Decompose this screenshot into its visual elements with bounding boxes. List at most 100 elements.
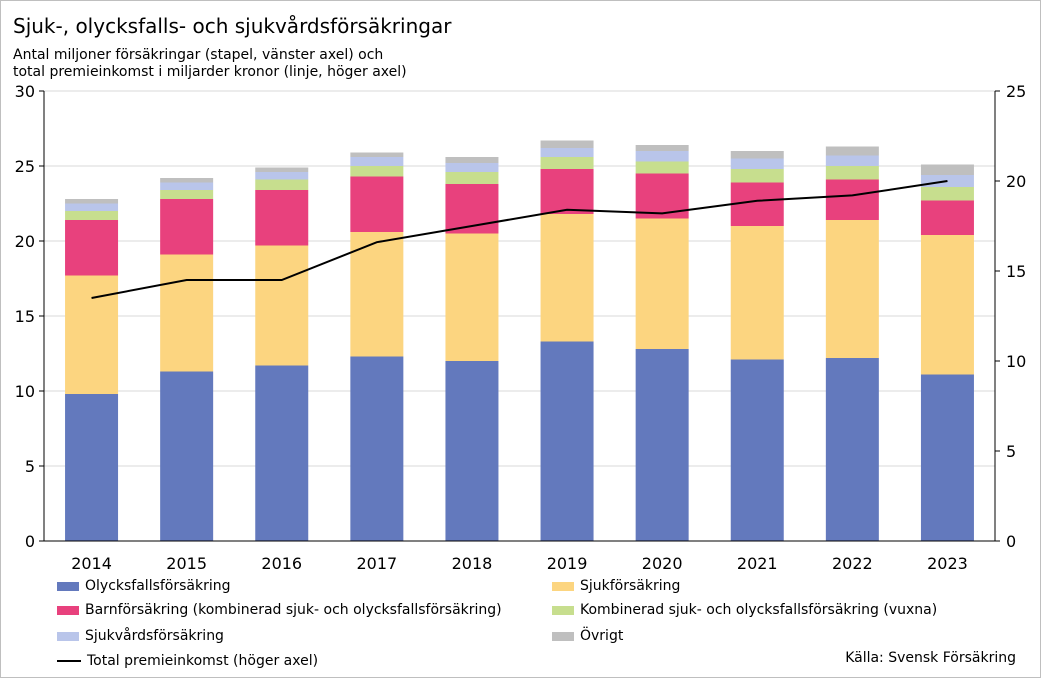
- y-left-tick-label: 0: [25, 532, 35, 551]
- source-note: Källa: Svensk Försäkring: [845, 650, 1016, 666]
- bar-segment: [350, 152, 404, 157]
- legend-swatch-olycksfall: [57, 581, 79, 591]
- bar-segment: [65, 394, 119, 541]
- legend-item-sjukvard: Sjukvårdsförsäkring: [57, 626, 224, 646]
- x-tick-label: 2018: [452, 554, 493, 573]
- bar-segment: [540, 140, 594, 148]
- legend-item-sjuk: Sjukförsäkring: [552, 576, 680, 596]
- bar-segment: [540, 169, 594, 214]
- legend-label-sjuk: Sjukförsäkring: [580, 578, 681, 594]
- bar-segment: [160, 254, 214, 372]
- y-left-tick-label: 5: [25, 457, 35, 476]
- x-tick-label: 2023: [927, 554, 968, 573]
- legend-item-kombinerad: Kombinerad sjuk- och olycksfallsförsäkri…: [552, 600, 937, 620]
- legend-item-olycksfall: Olycksfallsförsäkring: [57, 576, 231, 596]
- x-tick-label: 2015: [166, 554, 207, 573]
- bar-segment: [65, 220, 119, 276]
- bar-segment: [540, 157, 594, 169]
- bar-segment: [160, 182, 214, 190]
- y-right-tick-label: 15: [1006, 262, 1026, 281]
- premieinkomst-line: [91, 180, 948, 299]
- legend-swatch-barn: [57, 605, 79, 615]
- subtitle-line-2: total premieinkomst i miljarder kronor (…: [13, 64, 407, 80]
- bar-segment: [65, 211, 119, 220]
- bar-segment: [255, 167, 309, 172]
- legend-swatch-kombinerad: [552, 605, 574, 615]
- x-tick-label: 2022: [832, 554, 873, 573]
- bar-segment: [540, 214, 594, 342]
- legend-item-ovrigt: Övrigt: [552, 626, 623, 646]
- bar-segment: [540, 341, 594, 541]
- bar-segment: [825, 146, 879, 156]
- y-right-tick-label: 20: [1006, 172, 1026, 191]
- y-right-tick-label: 0: [1006, 532, 1016, 551]
- bar-segment: [255, 190, 309, 246]
- bar-segment: [445, 157, 499, 163]
- bar-segment: [635, 145, 689, 151]
- bar-segment: [920, 200, 974, 235]
- x-tick-label: 2020: [642, 554, 683, 573]
- y-right-tick-label: 10: [1006, 352, 1026, 371]
- bar-segment: [730, 359, 784, 541]
- bar-segment: [160, 178, 214, 183]
- bar-segment: [825, 220, 879, 358]
- bar-segment: [730, 182, 784, 226]
- bar-segment: [730, 151, 784, 159]
- legend-item-barn: Barnförsäkring (kombinerad sjuk- och oly…: [57, 600, 502, 620]
- bar-segment: [730, 169, 784, 183]
- legend-item-premieinkomst: Total premieinkomst (höger axel): [57, 651, 318, 671]
- y-left-tick-label: 20: [15, 232, 35, 251]
- bar-segment: [825, 155, 879, 166]
- chart-title: Sjuk-, olycksfalls- och sjukvårdsförsäkr…: [13, 14, 452, 38]
- legend-label-olycksfall: Olycksfallsförsäkring: [85, 578, 231, 594]
- x-tick-label: 2016: [261, 554, 302, 573]
- y-left-tick-label: 30: [15, 82, 35, 101]
- bar-segment: [730, 226, 784, 360]
- bar-segment: [350, 176, 404, 232]
- legend-label-barn: Barnförsäkring (kombinerad sjuk- och oly…: [85, 602, 502, 618]
- bar-segment: [65, 199, 119, 204]
- bar-segment: [350, 356, 404, 541]
- bar-segment: [635, 218, 689, 349]
- x-tick-label: 2017: [356, 554, 397, 573]
- bar-segment: [825, 166, 879, 180]
- bar-segment: [825, 358, 879, 541]
- bar-segment: [160, 190, 214, 199]
- chart-subtitle: Antal miljoner försäkringar (stapel, vän…: [13, 47, 407, 81]
- bar-segment: [730, 158, 784, 169]
- legend-line-premieinkomst: [57, 660, 81, 662]
- bar-segment: [255, 172, 309, 180]
- bar-segment: [445, 233, 499, 361]
- y-left-tick-label: 25: [15, 157, 35, 176]
- bar-segment: [350, 157, 404, 166]
- legend-label-kombinerad: Kombinerad sjuk- och olycksfallsförsäkri…: [580, 602, 938, 618]
- bar-segment: [445, 163, 499, 172]
- bar-segment: [825, 179, 879, 220]
- legend-label-ovrigt: Övrigt: [580, 628, 624, 644]
- bar-segment: [635, 151, 689, 162]
- bar-segment: [255, 365, 309, 541]
- bar-segment: [255, 245, 309, 366]
- x-tick-label: 2019: [547, 554, 588, 573]
- x-tick-label: 2021: [737, 554, 778, 573]
- y-right-tick-label: 5: [1006, 442, 1016, 461]
- legend-label-premieinkomst: Total premieinkomst (höger axel): [87, 653, 319, 669]
- legend-swatch-sjuk: [552, 581, 574, 591]
- subtitle-line-1: Antal miljoner försäkringar (stapel, vän…: [13, 47, 384, 63]
- bar-segment: [445, 172, 499, 184]
- legend-swatch-sjukvard: [57, 631, 79, 641]
- bar-segment: [920, 235, 974, 375]
- bar-segment: [65, 203, 119, 211]
- legend-label-sjukvard: Sjukvårdsförsäkring: [85, 628, 224, 644]
- bar-segment: [160, 199, 214, 255]
- bar-segment: [920, 187, 974, 201]
- bar-segment: [635, 349, 689, 541]
- bar-segment: [445, 361, 499, 541]
- y-left-tick-label: 10: [15, 382, 35, 401]
- x-tick-label: 2014: [71, 554, 112, 573]
- bar-segment: [350, 232, 404, 357]
- legend-swatch-ovrigt: [552, 631, 574, 641]
- bar-segment: [255, 179, 309, 190]
- bar-segment: [65, 275, 119, 394]
